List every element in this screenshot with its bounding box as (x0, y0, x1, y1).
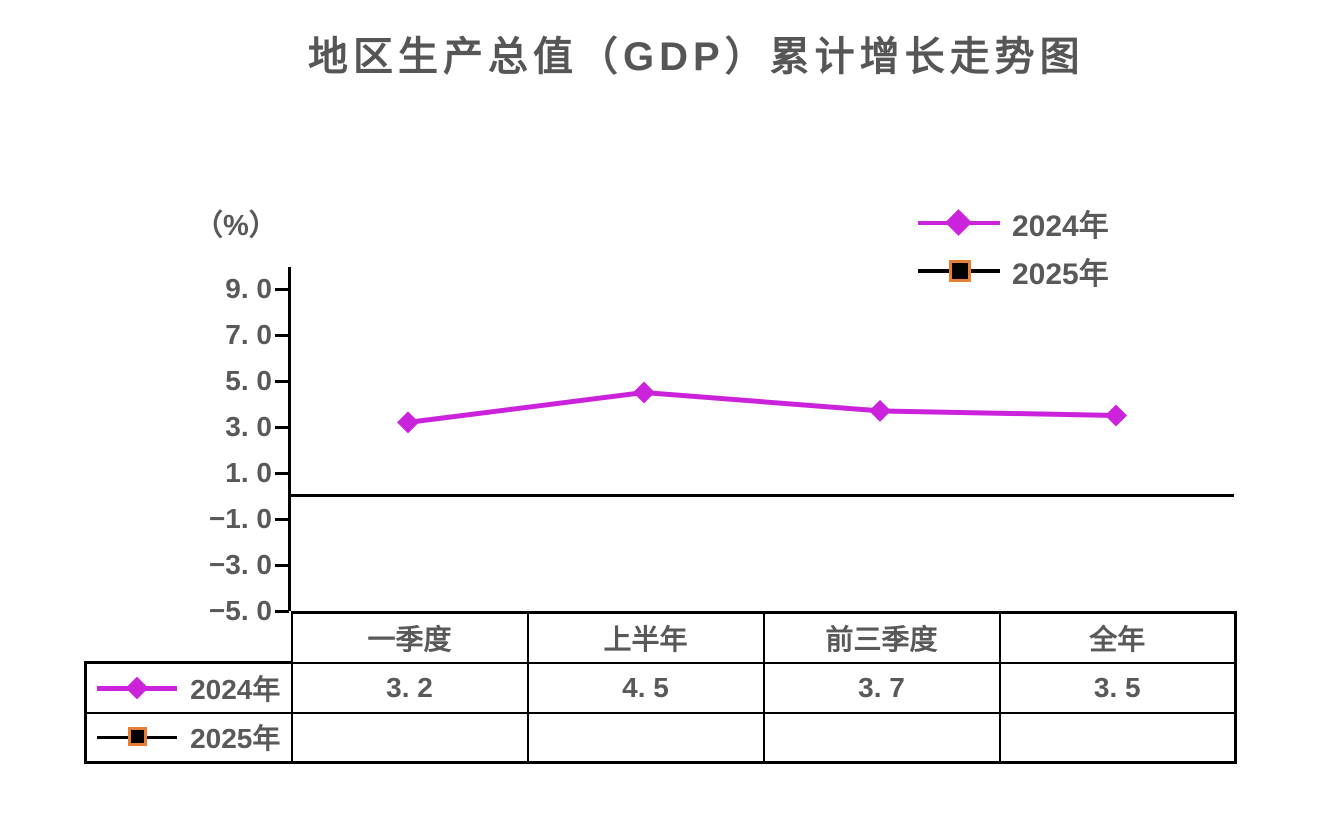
data-point-marker-2024 (869, 399, 891, 422)
column-header-q1: 一季度 (290, 611, 529, 664)
row-label-2024-text: 2024年 (190, 673, 281, 705)
table-header-row: 一季度 上半年 前三季度 全年 (86, 611, 1237, 664)
y-axis-tick-mark (275, 610, 289, 613)
y-axis-tick-label: −5. 0 (208, 595, 272, 626)
legend-item-2024: 2024年 (918, 199, 1109, 247)
cell-2025-h1 (526, 711, 765, 764)
cell-2025-q1 (290, 711, 529, 764)
y-axis-tick-mark (275, 288, 289, 291)
y-axis-tick-label: 9. 0 (225, 273, 272, 304)
column-header-h1: 上半年 (526, 611, 765, 664)
cell-2024-full-year: 3. 5 (998, 661, 1237, 714)
y-axis-tick-mark (275, 380, 289, 383)
row-label-2024: 2024年 (84, 661, 293, 714)
table-corner-spacer (86, 613, 292, 663)
cell-2024-first-three-quarters: 3. 7 (762, 661, 1001, 714)
chart-title: 地区生产总值（GDP）累计增长走势图 (308, 35, 1085, 79)
data-point-marker-2024 (633, 381, 655, 404)
row-label-2025: 2025年 (84, 711, 293, 764)
data-table: 一季度 上半年 前三季度 全年 2024年 3. 2 4. 5 3. 7 3. … (84, 611, 1237, 764)
y-axis-tick-label: −1. 0 (208, 503, 272, 534)
cell-2024-h1: 4. 5 (526, 661, 765, 714)
y-axis-tick-label: 5. 0 (225, 365, 272, 396)
data-point-marker-2024 (1105, 404, 1127, 427)
row-label-2025-text: 2025年 (190, 723, 281, 755)
table-row-2024: 2024年 3. 2 4. 5 3. 7 3. 5 (84, 661, 1237, 714)
data-point-marker-2024 (397, 411, 419, 434)
column-header-full-year: 全年 (998, 611, 1237, 664)
chart-legend: 2024年 2025年 (918, 199, 1109, 295)
cell-2025-first-three-quarters (762, 711, 1001, 764)
legend-item-2025: 2025年 (918, 247, 1109, 295)
legend-label-2024: 2024年 (1012, 210, 1109, 243)
column-header-first-three-quarters: 前三季度 (762, 611, 1001, 664)
y-axis-tick-mark (275, 472, 289, 475)
cell-2024-q1: 3. 2 (290, 661, 529, 714)
legend-label-2025: 2025年 (1012, 258, 1109, 291)
series-line-2024 (407, 389, 1117, 425)
y-axis-tick-mark (275, 518, 289, 521)
zero-baseline (290, 494, 1234, 497)
cell-2025-full-year (998, 711, 1237, 764)
y-axis-unit-label: （%） (194, 210, 278, 242)
y-axis-tick-label: 3. 0 (225, 411, 272, 442)
y-axis-tick-label: 1. 0 (225, 457, 272, 488)
table-row-2025: 2025年 (84, 711, 1237, 764)
legend-2024-diamond-marker-icon (918, 209, 1000, 236)
series-2025-square-key-icon (97, 726, 178, 748)
y-axis-tick-mark (275, 334, 289, 337)
y-axis-tick-label: 7. 0 (225, 319, 272, 350)
legend-2025-square-marker-icon (918, 259, 1000, 283)
y-axis-tick-mark (275, 564, 289, 567)
y-axis-tick-label: −3. 0 (208, 549, 272, 580)
y-axis-tick-mark (275, 426, 289, 429)
series-2024-diamond-key-icon (97, 676, 178, 700)
y-axis-line (288, 267, 291, 611)
